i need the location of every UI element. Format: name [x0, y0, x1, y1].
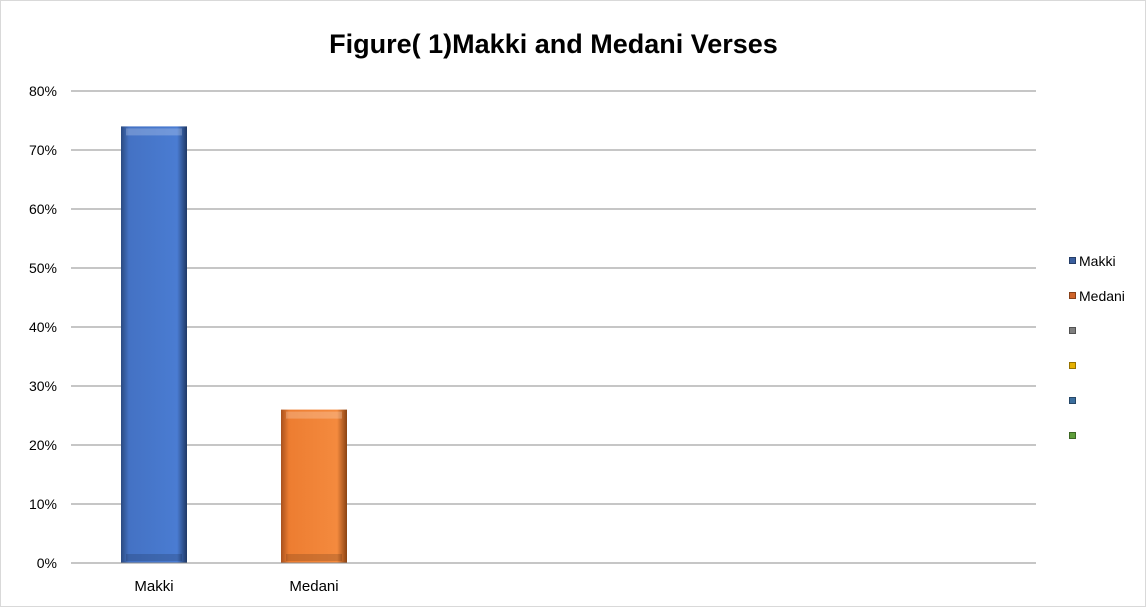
bar — [121, 126, 187, 564]
legend-item: Makki — [1069, 243, 1125, 278]
legend: Makki Medani — [1069, 243, 1125, 453]
y-tick-label: 30% — [29, 378, 57, 394]
legend-label: Makki — [1079, 252, 1116, 269]
legend-swatch — [1069, 397, 1076, 404]
x-tick-label: Makki — [134, 578, 173, 595]
bar-makki — [121, 126, 187, 564]
y-tick-label: 40% — [29, 319, 57, 335]
legend-label: Medani — [1079, 287, 1125, 304]
bar-highlight — [286, 411, 342, 419]
y-tick-label: 50% — [29, 260, 57, 276]
bars — [121, 126, 347, 564]
legend-item — [1069, 418, 1125, 453]
y-tick-label: 80% — [29, 83, 57, 99]
legend-swatch — [1069, 362, 1076, 369]
y-tick-label: 60% — [29, 201, 57, 217]
bar — [281, 409, 347, 563]
x-axis-tick-labels: Makki Medani — [134, 578, 338, 595]
x-tick-label: Medani — [289, 578, 338, 595]
y-axis-tick-labels: 0% 10% 20% 30% 40% 50% 60% 70% 80% — [29, 83, 57, 571]
gridlines — [71, 90, 1036, 505]
legend-item — [1069, 313, 1125, 348]
legend-swatch — [1069, 292, 1076, 299]
legend-swatch — [1069, 327, 1076, 334]
y-tick-label: 10% — [29, 496, 57, 512]
bar-medani — [281, 409, 347, 563]
y-tick-label: 20% — [29, 437, 57, 453]
bar-base-shade — [126, 554, 182, 561]
legend-swatch — [1069, 432, 1076, 439]
y-tick-label: 0% — [37, 555, 57, 571]
y-tick-label: 70% — [29, 142, 57, 158]
legend-item — [1069, 348, 1125, 383]
legend-swatch — [1069, 257, 1076, 264]
legend-item — [1069, 383, 1125, 418]
bar-highlight — [126, 128, 182, 136]
bar-base-shade — [286, 554, 342, 561]
legend-item: Medani — [1069, 278, 1125, 313]
chart-title: Figure( 1)Makki and Medani Verses — [329, 29, 778, 59]
